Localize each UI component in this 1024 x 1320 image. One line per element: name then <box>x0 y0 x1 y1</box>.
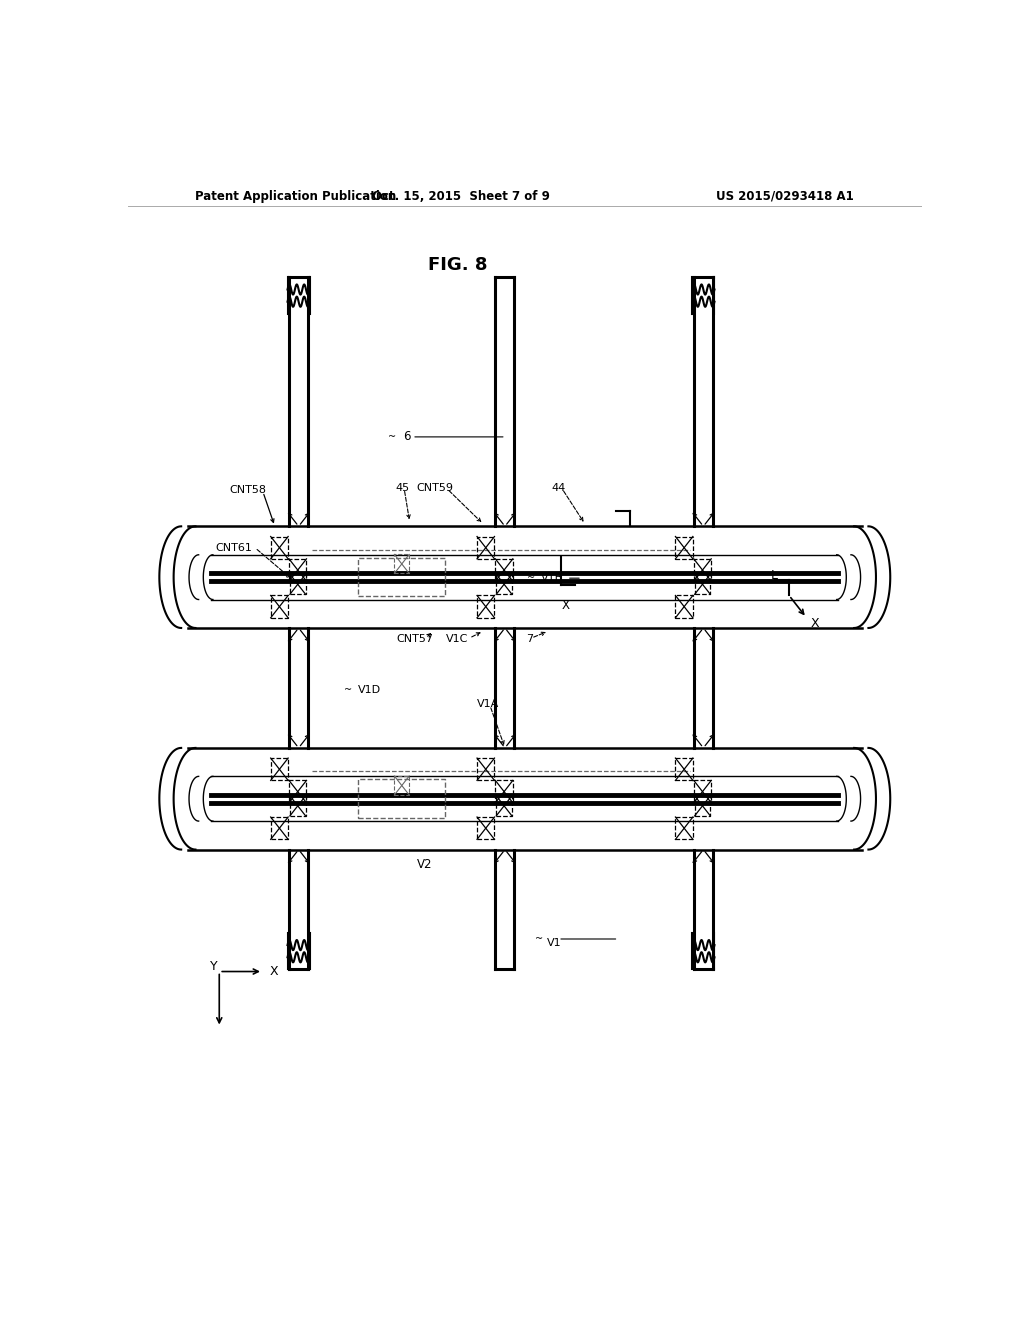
Bar <box>394 776 410 795</box>
Bar <box>694 796 711 816</box>
Bar <box>693 558 712 581</box>
Bar <box>497 574 512 594</box>
Bar <box>676 817 693 840</box>
Bar <box>290 796 305 816</box>
Bar <box>270 758 288 780</box>
Bar <box>289 780 306 803</box>
Bar <box>477 817 495 840</box>
Text: ~: ~ <box>344 685 352 694</box>
Text: V1: V1 <box>547 939 561 948</box>
Text: 45: 45 <box>395 483 410 492</box>
Bar <box>676 536 693 558</box>
Text: X: X <box>562 599 570 612</box>
Text: V1D: V1D <box>358 685 381 694</box>
Text: ~: ~ <box>388 432 396 442</box>
Bar <box>693 780 712 803</box>
Text: 6: 6 <box>403 430 411 444</box>
Text: 7: 7 <box>526 634 534 644</box>
Text: L: L <box>771 569 778 582</box>
Bar <box>477 536 495 558</box>
Text: 44: 44 <box>552 483 566 492</box>
Bar <box>477 595 495 618</box>
Bar <box>270 595 288 618</box>
Text: V1C: V1C <box>445 634 468 644</box>
Bar <box>290 574 305 594</box>
Text: V2: V2 <box>417 858 432 871</box>
Text: V1B: V1B <box>541 573 563 583</box>
Bar <box>270 817 288 840</box>
Text: CNT58: CNT58 <box>229 484 266 495</box>
Text: X: X <box>811 618 819 631</box>
Bar <box>694 574 711 594</box>
Text: V1A: V1A <box>477 700 500 709</box>
Text: ~: ~ <box>535 935 543 944</box>
Bar <box>289 558 306 581</box>
Bar <box>477 758 495 780</box>
Text: FIG. 8: FIG. 8 <box>428 256 487 275</box>
Bar <box>497 796 512 816</box>
Text: Y: Y <box>210 960 217 973</box>
Text: CNT61: CNT61 <box>215 543 252 553</box>
Text: US 2015/0293418 A1: US 2015/0293418 A1 <box>717 190 854 202</box>
Bar <box>676 595 693 618</box>
Text: Patent Application Publication: Patent Application Publication <box>196 190 396 202</box>
Bar <box>358 558 445 597</box>
Bar <box>358 779 445 818</box>
Text: ~: ~ <box>527 573 536 583</box>
Bar <box>270 536 288 558</box>
Text: CNT59: CNT59 <box>416 483 453 492</box>
Bar <box>394 554 410 573</box>
Text: X: X <box>269 965 278 978</box>
Text: Oct. 15, 2015  Sheet 7 of 9: Oct. 15, 2015 Sheet 7 of 9 <box>373 190 550 202</box>
Bar <box>496 558 513 581</box>
Bar <box>496 780 513 803</box>
Bar <box>676 758 693 780</box>
Text: CNT57: CNT57 <box>396 634 433 644</box>
